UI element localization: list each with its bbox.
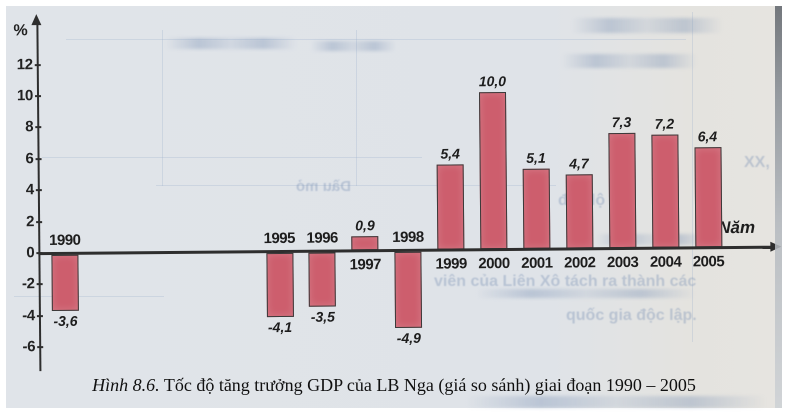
y-tick-label--2: -2: [21, 275, 35, 293]
bleed-smudge: [166, 38, 296, 49]
y-tick--4: [36, 314, 43, 317]
y-tick-label-2: 2: [25, 212, 35, 230]
year-label-1990: 1990: [49, 231, 81, 250]
bleed-gridline: [356, 30, 357, 186]
value-label-1990: -3,6: [53, 312, 78, 329]
bleed-text-artifact: XX,: [744, 154, 770, 171]
y-tick--6: [37, 346, 44, 349]
bar-1996: [308, 252, 337, 308]
bleed-gridline: [162, 30, 163, 186]
y-tick-2: [36, 220, 43, 223]
bar-1995: [265, 252, 294, 318]
y-tick-12: [34, 63, 41, 66]
y-tick-label-10: 10: [16, 87, 34, 105]
page-edge-shadow: [775, 6, 782, 408]
bleed-gridline: [42, 157, 422, 158]
gdp-growth-bar-chart: % Năm 1990 -3,6 1995 -4,1 1996 -3,5 1997 0,9 199…: [4, 3, 783, 412]
bar-2000: [479, 92, 508, 250]
y-axis-unit-label: %: [13, 22, 28, 40]
value-label-2002: 4,7: [569, 155, 589, 172]
bleed-gridline: [156, 185, 556, 186]
y-tick-label-6: 6: [25, 149, 34, 168]
bar-1990: [51, 254, 79, 311]
figure-number: Hình 8.6.: [92, 375, 160, 395]
value-label-1997: 0,9: [355, 217, 375, 234]
bleed-gridline: [66, 39, 686, 40]
bar-2002: [565, 174, 594, 249]
y-tick-label--6: -6: [22, 338, 36, 356]
bleed-smudge: [466, 396, 766, 408]
year-label-2000: 2000: [478, 254, 510, 273]
value-label-1999: 5,4: [440, 145, 460, 162]
year-label-2001: 2001: [521, 254, 553, 272]
y-tick-0: [36, 252, 43, 255]
y-tick-6: [35, 157, 42, 160]
y-axis-arrow-icon: [31, 14, 42, 26]
y-tick-label-8: 8: [25, 118, 34, 136]
year-label-1999: 1999: [435, 255, 467, 273]
bar-2004: [650, 134, 679, 248]
y-tick-4: [35, 189, 42, 192]
value-label-2000: 10,0: [478, 73, 507, 90]
value-label-1995: -4,1: [267, 318, 293, 335]
year-label-1996: 1996: [306, 229, 338, 247]
y-tick-8: [35, 126, 42, 129]
value-label-2005: 6,4: [697, 127, 718, 144]
y-tick-label--4: -4: [22, 306, 36, 325]
year-label-1997: 1997: [349, 256, 382, 274]
bar-2001: [522, 168, 551, 249]
y-tick--2: [36, 283, 43, 286]
bar-1999: [436, 164, 465, 250]
bleed-text-artifact: viên của Liên Xô tách ra thành các: [434, 273, 697, 290]
bleed-gridline: [14, 296, 164, 297]
bleed-smudge: [572, 18, 722, 33]
x-axis-label: Năm: [718, 217, 756, 238]
bar-2005: [693, 146, 722, 248]
figure-caption: Hình 8.6. Tốc độ tăng trưởng GDP của LB …: [6, 375, 782, 396]
year-label-2002: 2002: [564, 254, 596, 272]
figure-title: Tốc độ tăng trưởng GDP của LB Nga (giá s…: [159, 375, 696, 395]
year-label-1998: 1998: [392, 228, 424, 247]
y-tick-10: [35, 95, 42, 98]
bar-1998: [394, 251, 423, 329]
year-label-2004: 2004: [649, 253, 682, 271]
year-label-1995: 1995: [263, 229, 296, 248]
y-axis-line: [36, 24, 42, 372]
value-label-2003: 7,3: [611, 114, 632, 131]
y-tick-label-0: 0: [26, 244, 35, 262]
bleed-smudge: [311, 41, 396, 51]
year-label-2005: 2005: [692, 253, 725, 271]
value-label-2004: 7,2: [654, 115, 675, 132]
value-label-1996: -3,5: [310, 308, 335, 326]
bar-2003: [608, 133, 637, 249]
bleed-text-artifact: quốc gia độc lập.: [566, 307, 697, 324]
bleed-smudge: [562, 54, 697, 68]
value-label-1998: -4,9: [396, 330, 421, 347]
value-label-2001: 5,1: [526, 149, 546, 166]
bleed-smudge: [476, 289, 696, 298]
y-tick-label-4: 4: [25, 181, 34, 199]
bleed-gridline: [692, 12, 693, 342]
year-label-2003: 2003: [606, 253, 639, 272]
y-tick-label-12: 12: [16, 55, 33, 73]
